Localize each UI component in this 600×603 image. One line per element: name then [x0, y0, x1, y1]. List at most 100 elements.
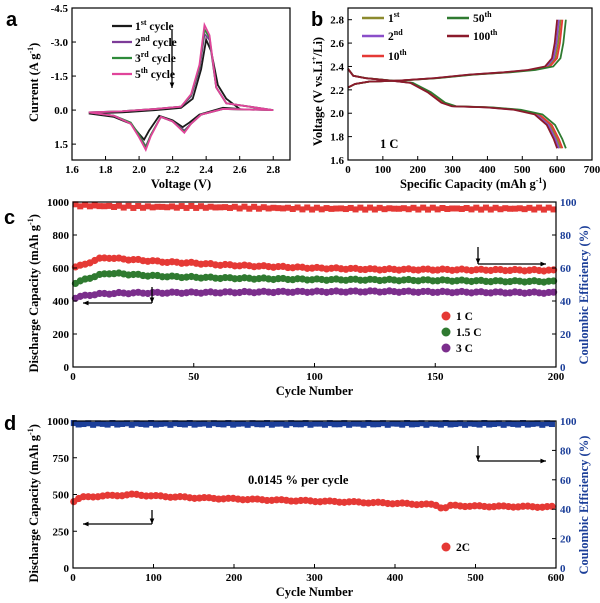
- charge-curve: [347, 19, 559, 89]
- coulombic-point: [244, 421, 251, 428]
- coulombic-point: [159, 203, 166, 210]
- coulombic-point: [370, 421, 377, 428]
- coulombic-point: [458, 205, 465, 212]
- coulombic-point: [386, 205, 393, 212]
- coulombic-point: [284, 204, 291, 211]
- coulombic-point: [375, 421, 382, 428]
- x-tick-label: 600: [549, 164, 566, 176]
- coulombic-point: [396, 205, 403, 212]
- legend-marker: [441, 327, 451, 337]
- coulombic-point: [148, 420, 155, 427]
- coulombic-point: [495, 420, 502, 427]
- coulombic-point: [173, 204, 180, 211]
- legend-marker: [441, 343, 451, 353]
- coulombic-point: [491, 420, 498, 427]
- coulombic-point: [492, 204, 499, 211]
- x-tick-label: 0: [345, 164, 351, 176]
- y-tick-label: 1.6: [330, 155, 344, 167]
- y-tick-label: 600: [53, 263, 70, 275]
- coulombic-point: [350, 420, 357, 427]
- legend-label: 5th cycle: [135, 66, 175, 81]
- coulombic-point: [331, 421, 338, 428]
- coulombic-point: [207, 203, 214, 210]
- arrow-to-right-axis-head: [540, 458, 546, 464]
- coulombic-point: [275, 205, 282, 212]
- coulombic-point: [215, 421, 222, 428]
- coulombic-point: [352, 206, 359, 213]
- x-tick-label: 100: [145, 572, 162, 584]
- coulombic-point: [80, 421, 87, 428]
- panel-label-b: b: [311, 9, 323, 31]
- coulombic-point: [529, 420, 536, 427]
- legend-label: 2nd: [388, 28, 403, 43]
- coulombic-point: [140, 204, 147, 211]
- coulombic-point: [304, 204, 311, 211]
- y2-tick-label: 0: [560, 362, 566, 374]
- x-tick-label: 2.0: [132, 164, 146, 176]
- coulombic-point: [177, 421, 184, 428]
- legend-label: 50th: [473, 10, 492, 25]
- coulombic-point: [201, 420, 208, 427]
- coulombic-point: [264, 420, 271, 427]
- coulombic-point: [326, 420, 333, 427]
- y-tick-label: 1.8: [330, 132, 344, 144]
- coulombic-point: [130, 204, 137, 211]
- capacity-point: [548, 502, 556, 510]
- coulombic-point: [515, 421, 522, 428]
- x-tick-label: 400: [479, 164, 496, 176]
- coulombic-point: [144, 203, 151, 210]
- coulombic-point: [365, 420, 372, 427]
- coulombic-point: [511, 205, 518, 212]
- x-tick-label: 700: [584, 164, 600, 176]
- legend-label: 2nd cycle: [135, 34, 177, 49]
- coulombic-point: [299, 206, 306, 213]
- coulombic-point: [482, 204, 489, 211]
- coulombic-point: [442, 420, 449, 427]
- coulombic-point: [268, 421, 275, 428]
- coulombic-point: [152, 421, 159, 428]
- coulombic-point: [172, 420, 179, 427]
- coulombic-point: [468, 206, 475, 213]
- x-tick-label: 100: [375, 164, 392, 176]
- coulombic-point: [220, 421, 227, 428]
- coulombic-point: [128, 421, 135, 428]
- coulombic-point: [210, 420, 217, 427]
- coulombic-point: [186, 420, 193, 427]
- coulombic-point: [400, 205, 407, 212]
- coulombic-point: [288, 420, 295, 427]
- coulombic-point: [94, 420, 101, 427]
- charge-curve: [347, 19, 567, 89]
- coulombic-point: [292, 421, 299, 428]
- coulombic-point: [341, 420, 348, 427]
- coulombic-point: [516, 205, 523, 212]
- x-axis-label-c: Cycle Number: [276, 384, 354, 398]
- coulombic-point: [133, 420, 140, 427]
- y-tick-label: 750: [53, 453, 70, 465]
- coulombic-point: [206, 421, 213, 428]
- coulombic-point: [183, 204, 190, 211]
- coulombic-point: [226, 204, 233, 211]
- coulombic-point: [439, 204, 446, 211]
- coulombic-point: [259, 421, 266, 428]
- x-tick-label: 2.4: [199, 164, 213, 176]
- coulombic-point: [260, 204, 267, 211]
- y-tick-label: 250: [53, 526, 70, 538]
- coulombic-point: [123, 420, 130, 427]
- coulombic-point: [241, 203, 248, 210]
- coulombic-point: [91, 202, 98, 209]
- x-tick-label: 200: [226, 572, 243, 584]
- arrow-left-stem-head: [149, 518, 155, 524]
- coulombic-point: [115, 202, 122, 209]
- arrow-left-stem-head: [149, 297, 155, 303]
- coulombic-point: [367, 204, 374, 211]
- coulombic-point: [249, 420, 256, 427]
- coulombic-point: [317, 420, 324, 427]
- y-axis-label-b: Voltage (V vs.Li+/Li): [310, 37, 325, 146]
- x-tick-label: 300: [306, 572, 323, 584]
- x-tick-label: 2.8: [266, 164, 280, 176]
- coulombic-point: [420, 204, 427, 211]
- y2-tick-label: 60: [560, 263, 572, 275]
- y2-tick-label: 20: [560, 534, 572, 546]
- coulombic-point: [463, 205, 470, 212]
- coulombic-point: [447, 421, 454, 428]
